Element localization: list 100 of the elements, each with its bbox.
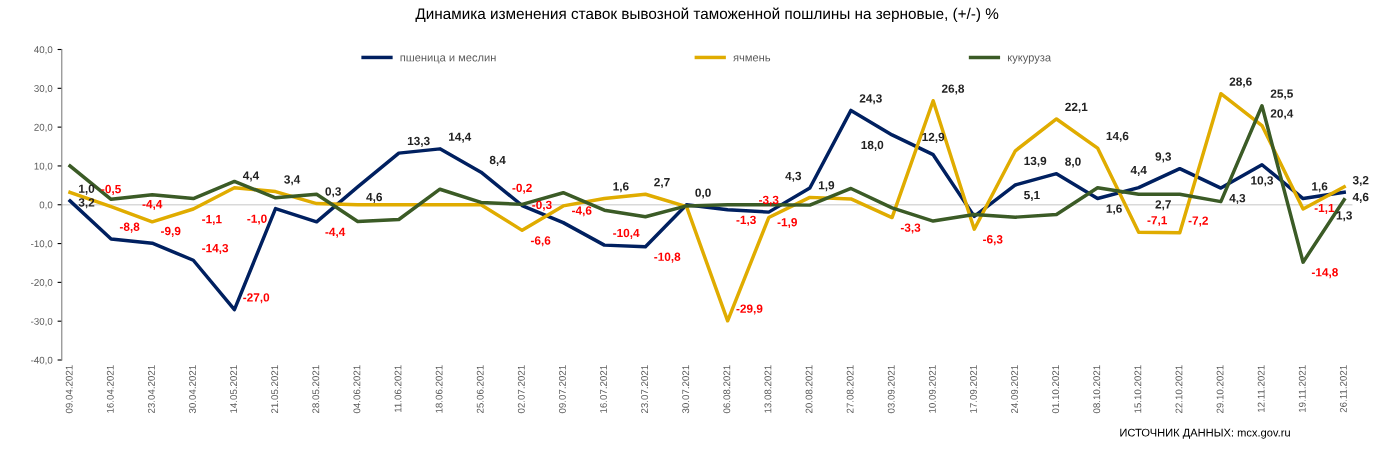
data-label: 26,8 [941,84,965,95]
data-label: 1,6 [613,182,629,193]
data-label: 14,6 [1106,131,1129,142]
data-label: -1,1 [1314,203,1335,214]
y-tick-label: -20,0 [31,279,53,288]
data-label: 1,6 [1312,182,1328,193]
data-label: 1,3 [1336,211,1352,222]
data-label: 4,3 [1229,193,1246,205]
data-label: 2,7 [654,177,670,189]
data-label: 8,0 [1065,157,1081,168]
x-tick-label: 01.10.2021 [1052,365,1060,414]
data-label: 18,0 [861,140,884,151]
y-tick-label: -10,0 [31,240,53,249]
x-tick-label: 30.07.2021 [682,365,690,414]
data-label: -14,3 [202,243,229,255]
data-label: 1,6 [1106,204,1122,215]
data-label: -3,3 [900,223,921,234]
data-label: 14,4 [449,132,472,143]
data-label: -1,1 [202,215,222,226]
data-label: 20,4 [1270,109,1294,120]
x-tick-label: 19.11.2021 [1298,365,1306,413]
x-tick-label: 23.04.2021 [147,365,155,414]
data-label: -4,4 [325,227,346,238]
x-tick-label: 28.05.2021 [312,365,320,414]
data-label: 0,0 [695,188,711,199]
x-tick-label: 20.08.2021 [805,365,813,414]
data-label: 3,2 [1352,176,1369,187]
y-tick-label: 30,0 [34,85,53,94]
data-label: 4,6 [366,192,383,203]
x-tick-label: 27.08.2021 [846,365,854,414]
data-label: 1,0 [79,184,95,195]
x-tick-label: 18.06.2021 [435,365,443,413]
data-label: 0,3 [325,187,341,198]
data-label: -8,8 [119,222,140,233]
y-tick-label: 0,0 [39,201,53,210]
x-tick-label: 14.05.2021 [230,365,238,413]
data-label: -1,9 [777,218,797,229]
data-label: -10,4 [613,228,640,239]
data-label: -1,0 [247,214,267,225]
data-label: 8,4 [489,155,506,166]
x-tick-label: 30.04.2021 [189,365,196,414]
x-tick-label: 25.06.2021 [476,365,484,414]
data-label: -27,0 [243,293,270,304]
x-tick-label: 08.10.2021 [1093,365,1101,414]
x-tick-label: 12.11.2021 [1257,365,1265,413]
x-tick-label: 21.05.2021 [271,365,279,414]
data-label: 4,4 [1130,165,1147,176]
data-label: -4,6 [572,206,592,217]
y-tick-label: 10,0 [34,162,53,171]
y-tick-label: 40,0 [34,46,53,55]
data-label: 3,2 [78,198,95,209]
legend-label: ячмень [733,55,771,62]
data-label: 5,1 [1024,191,1040,201]
x-tick-label: 06.08.2021 [723,365,731,414]
data-label: 12,9 [922,132,945,143]
data-label: -0,5 [101,184,121,195]
x-tick-label: 02.07.2021 [517,365,525,414]
data-label: -9,9 [161,226,181,237]
x-tick-label: 17.09.2021 [969,365,977,413]
x-tick-label: 29.10.2021 [1216,365,1224,414]
x-tick-label: 22.10.2021 [1175,365,1183,414]
data-label: -0,3 [532,200,552,211]
data-label: 13,9 [1024,156,1047,167]
data-label: 22,1 [1065,102,1088,113]
data-label: 1,9 [818,181,835,192]
data-label: 4,3 [785,171,802,182]
x-tick-label: 04.06.2021 [353,365,361,414]
data-label: -0,2 [512,183,532,194]
data-label: 28,6 [1229,77,1252,88]
legend-label: кукуруза [1007,55,1052,64]
x-tick-label: 09.07.2021 [558,365,566,414]
x-tick-label: 16.04.2021 [106,365,114,413]
data-label: 4,4 [242,171,260,182]
x-tick-label: 13.08.2021 [764,365,772,413]
x-tick-label: 16.07.2021 [600,365,607,413]
data-label: 2,7 [1155,200,1171,211]
data-label: 3,4 [284,175,301,186]
data-label: -6,6 [530,236,551,247]
data-label: -4,4 [142,200,163,211]
y-tick-label: -40,0 [31,356,53,365]
x-tick-label: 11.06.2021 [394,365,402,413]
x-tick-label: 26.11.2021 [1339,365,1347,413]
x-tick-label: 24.09.2021 [1011,365,1018,414]
data-label: 24,3 [859,94,882,105]
legend-label: пшеница и меслин [400,55,496,64]
data-label: 13,3 [407,136,430,147]
y-tick-label: -30,0 [31,317,53,326]
text: ИСТОЧНИК ДАННЫХ: mcx.gov.ru [1120,428,1290,439]
data-label: -14,8 [1311,268,1338,279]
data-label: -7,1 [1147,216,1168,227]
data-label: -6,3 [983,235,1003,246]
y-tick-label: 20,0 [34,123,53,132]
data-label: -29,9 [736,304,763,315]
data-label: 4,6 [1352,192,1369,203]
data-label: -7,2 [1188,216,1208,227]
x-tick-label: 15.10.2021 [1134,365,1142,413]
data-label: -10,8 [654,252,681,263]
x-tick-label: 23.07.2021 [641,365,649,414]
data-label: -1,3 [736,215,756,226]
data-label: 25,5 [1270,89,1293,100]
